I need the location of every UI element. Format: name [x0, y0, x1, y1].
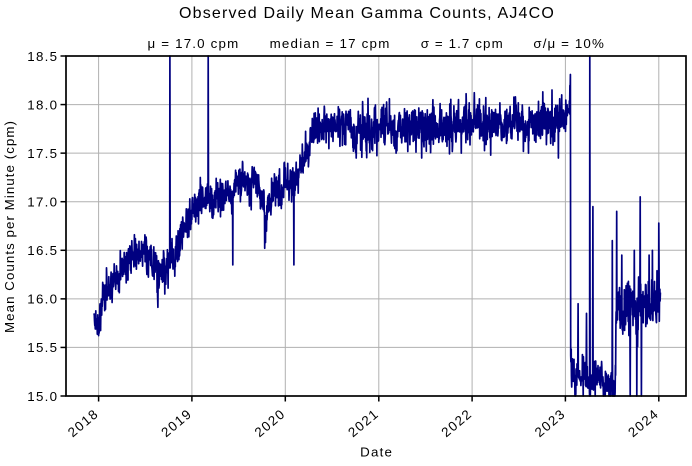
svg-text:16.0: 16.0 — [27, 292, 57, 307]
svg-text:17.0: 17.0 — [27, 195, 57, 210]
svg-text:18.0: 18.0 — [27, 97, 57, 112]
svg-text:median = 17 cpm: median = 17 cpm — [270, 36, 390, 51]
svg-text:μ = 17.0 cpm: μ = 17.0 cpm — [148, 36, 239, 51]
svg-text:Observed Daily Mean Gamma Coun: Observed Daily Mean Gamma Counts, AJ4CO — [179, 5, 554, 22]
svg-text:18.5: 18.5 — [27, 49, 57, 64]
svg-text:17.5: 17.5 — [27, 146, 57, 161]
svg-text:15.5: 15.5 — [27, 340, 57, 355]
svg-text:Date: Date — [360, 445, 392, 460]
svg-text:Mean Counts per Minute (cpm): Mean Counts per Minute (cpm) — [2, 121, 17, 333]
svg-text:σ/μ = 10%: σ/μ = 10% — [533, 36, 604, 51]
svg-text:σ = 1.7 cpm: σ = 1.7 cpm — [421, 36, 503, 51]
svg-text:16.5: 16.5 — [27, 243, 57, 258]
svg-text:15.0: 15.0 — [27, 389, 57, 404]
